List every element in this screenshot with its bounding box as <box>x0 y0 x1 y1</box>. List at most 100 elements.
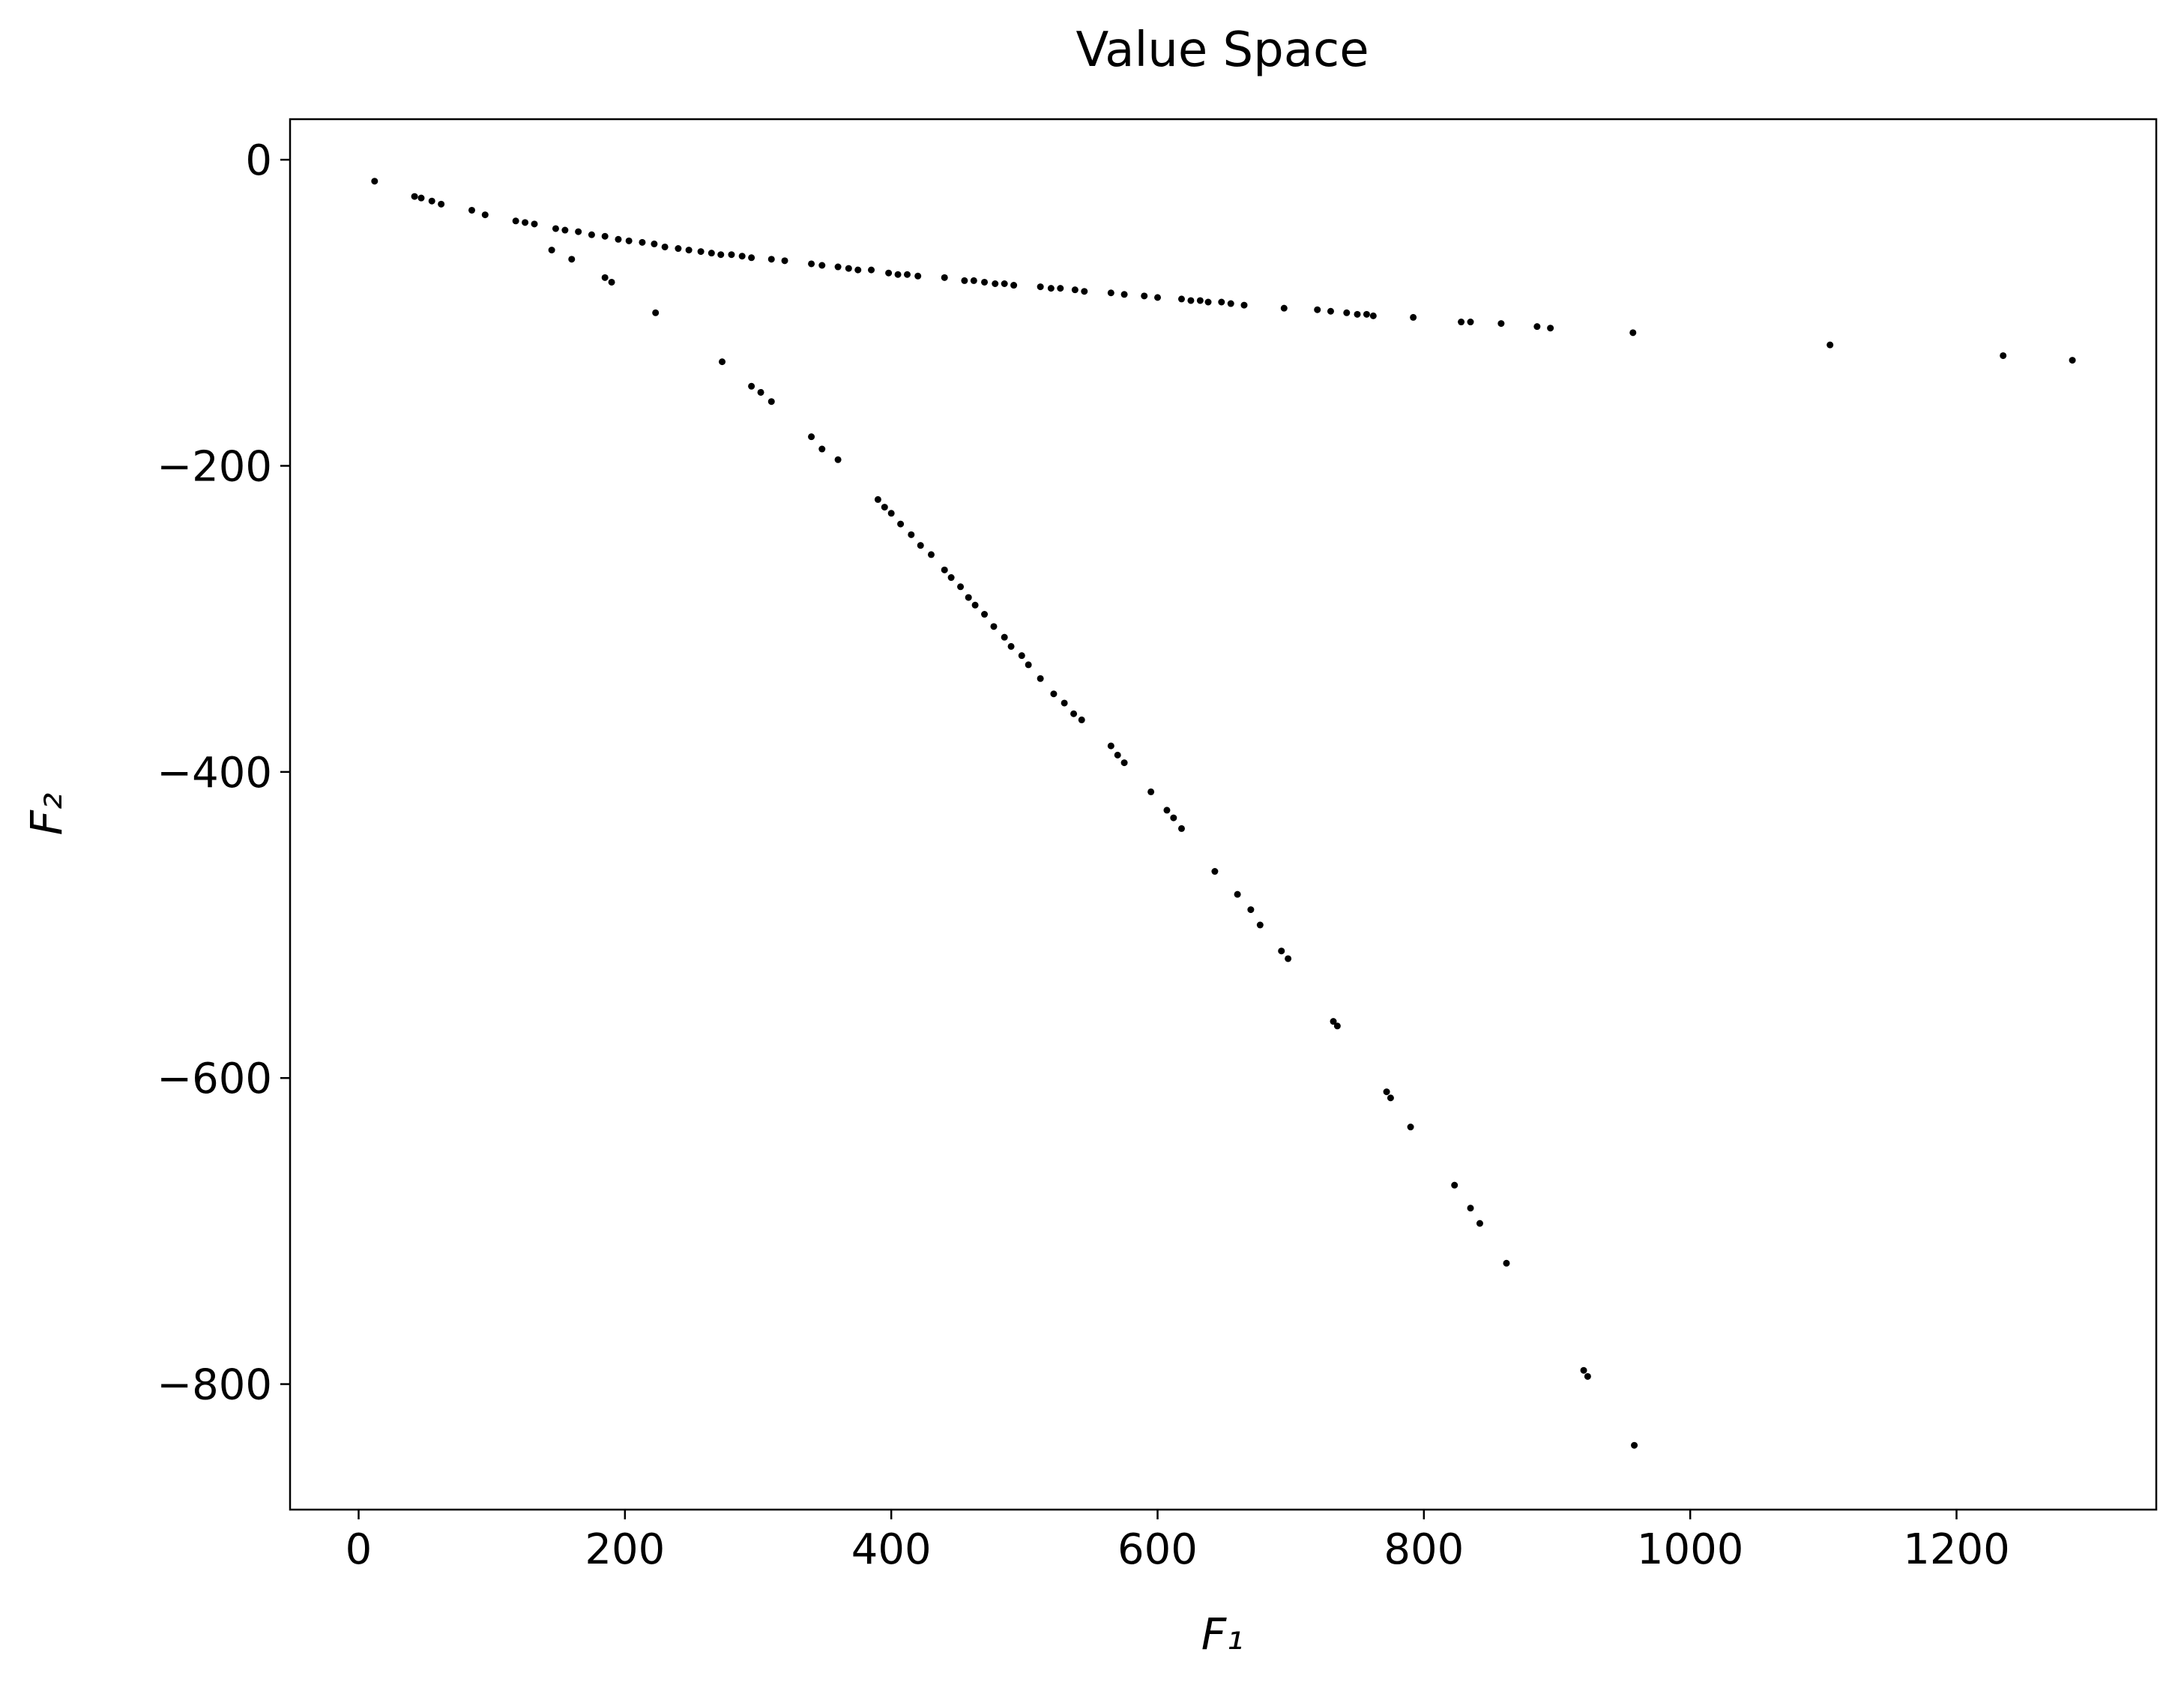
point <box>1285 955 1292 962</box>
point <box>601 232 609 240</box>
point <box>1218 298 1225 306</box>
point <box>685 247 693 254</box>
point <box>1278 947 1285 955</box>
point <box>903 271 911 278</box>
point <box>1141 292 1148 300</box>
point <box>717 251 725 259</box>
point <box>1070 710 1078 717</box>
point <box>885 269 893 277</box>
point <box>1061 699 1068 707</box>
point <box>965 594 972 601</box>
point <box>818 262 826 269</box>
point <box>1071 286 1079 294</box>
point <box>1467 319 1474 326</box>
point <box>1256 921 1264 929</box>
point <box>1177 825 1185 832</box>
point <box>719 358 726 366</box>
point <box>1047 285 1055 292</box>
point <box>854 266 862 274</box>
point <box>1177 295 1185 303</box>
y-tick-label: −600 <box>157 1055 272 1103</box>
point <box>914 272 922 280</box>
point <box>1107 289 1114 297</box>
point <box>927 551 935 558</box>
point <box>887 510 895 517</box>
point <box>417 194 425 202</box>
point <box>1163 807 1171 814</box>
point <box>438 200 445 208</box>
point <box>845 265 852 272</box>
point <box>608 278 615 286</box>
point <box>1153 294 1161 301</box>
point <box>1078 716 1085 723</box>
point <box>1458 319 1465 326</box>
point <box>728 251 735 259</box>
point <box>1533 323 1541 331</box>
point <box>981 278 989 286</box>
point <box>1025 661 1032 669</box>
point <box>748 382 755 390</box>
point <box>767 398 775 406</box>
point <box>697 248 705 256</box>
plot-frame <box>289 118 2158 1511</box>
point <box>1081 288 1088 295</box>
y-tick-label: −400 <box>157 749 272 798</box>
chart-title: Value Space <box>1076 22 1369 78</box>
point <box>1363 310 1370 318</box>
point <box>588 231 595 238</box>
point <box>568 256 576 263</box>
point <box>428 197 435 205</box>
point <box>1057 285 1064 292</box>
point <box>908 531 915 538</box>
point <box>675 245 682 253</box>
point <box>661 243 669 250</box>
point <box>652 309 660 316</box>
point <box>834 456 842 463</box>
point <box>1354 310 1361 318</box>
point <box>552 225 559 232</box>
y-axis-label: F₂ <box>21 793 72 836</box>
point <box>1580 1366 1587 1374</box>
point <box>981 611 989 618</box>
point <box>1503 1259 1510 1267</box>
point <box>615 235 622 243</box>
x-tick-label: 200 <box>585 1525 665 1574</box>
y-tick-label: −800 <box>157 1361 272 1410</box>
point <box>651 240 658 247</box>
x-tick-label: 400 <box>851 1525 932 1574</box>
point <box>639 238 646 246</box>
point <box>897 520 905 528</box>
point <box>834 263 842 271</box>
point <box>575 228 582 235</box>
point <box>1234 890 1241 898</box>
point <box>757 388 764 396</box>
point <box>1170 814 1177 822</box>
x-axis-label: F₁ <box>1201 1609 1244 1660</box>
point <box>941 566 948 573</box>
point <box>1001 280 1008 287</box>
point <box>781 257 788 265</box>
point <box>961 277 968 284</box>
point <box>917 542 924 549</box>
point <box>1010 282 1018 289</box>
point <box>468 206 476 214</box>
point <box>411 193 418 200</box>
point <box>708 250 715 257</box>
point <box>1001 633 1008 641</box>
x-tick-label: 1000 <box>1637 1525 1744 1574</box>
point <box>481 211 489 219</box>
point <box>2000 352 2007 359</box>
point <box>881 504 888 511</box>
point <box>990 623 998 630</box>
point <box>808 260 815 268</box>
point <box>1451 1181 1458 1189</box>
point <box>947 574 955 582</box>
point <box>548 247 555 254</box>
point <box>1240 301 1248 309</box>
point <box>1343 309 1351 316</box>
point <box>2069 357 2076 364</box>
point <box>957 583 965 591</box>
point <box>1050 690 1058 698</box>
point <box>371 178 378 185</box>
